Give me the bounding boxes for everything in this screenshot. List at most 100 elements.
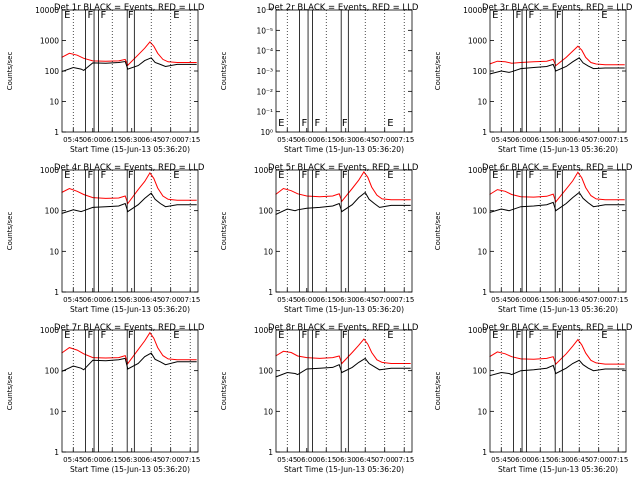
x-tick-label: 07:15 [180, 136, 200, 144]
plot-frame [489, 329, 627, 453]
y-axis-label: Counts/sec [220, 212, 228, 251]
events-line [275, 191, 411, 216]
x-tick-label: 06:00 [297, 296, 317, 304]
x-tick-label: 06:15 [102, 136, 122, 144]
y-tick-label: 10 [49, 98, 59, 107]
flag-label: E [387, 118, 393, 129]
x-axis-label: Start Time (15-Jun-13 05:36:20) [498, 145, 618, 154]
lld-line [275, 171, 411, 203]
x-tick-label: 06:30 [336, 136, 356, 144]
flag-label: E [387, 170, 393, 181]
flag-label: E [601, 10, 607, 21]
events-line [61, 57, 197, 73]
panel-title: Det 9r BLACK = Events, RED = LLD [482, 323, 633, 333]
lld-line [61, 331, 197, 365]
x-tick-label: 06:00 [511, 296, 531, 304]
y-tick-label: 1 [268, 288, 273, 297]
events-line [489, 359, 625, 377]
x-axis-label: Start Time (15-Jun-13 05:36:20) [70, 465, 190, 474]
flag-label: E [492, 330, 498, 341]
x-tick-label: 07:00 [589, 456, 609, 464]
y-tick-label: 1000 [254, 166, 273, 175]
x-tick-label: 05:45 [491, 136, 511, 144]
x-axis-label: Start Time (15-Jun-13 05:36:20) [284, 305, 404, 314]
flag-label: E [492, 170, 498, 181]
flag-label: F [556, 330, 562, 341]
flag-label: F [315, 170, 321, 181]
y-axis-label: Counts/sec [6, 372, 14, 411]
x-tick-label: 06:00 [83, 456, 103, 464]
x-tick-label: 06:00 [511, 136, 531, 144]
y-tick-label: 10⁻⁶ [256, 6, 273, 15]
y-tick-label: 1 [268, 448, 273, 457]
x-tick-label: 06:00 [297, 136, 317, 144]
y-tick-label: 10 [477, 98, 487, 107]
y-tick-label: 10 [477, 407, 487, 416]
x-tick-label: 06:45 [355, 296, 375, 304]
flag-label: E [278, 330, 284, 341]
flag-label: F [302, 170, 308, 181]
flag-label: E [278, 118, 284, 129]
y-axis-label: Counts/sec [6, 52, 14, 91]
x-tick-label: 06:15 [102, 296, 122, 304]
x-axis-label: Start Time (15-Jun-13 05:36:20) [498, 305, 618, 314]
x-tick-label: 06:30 [336, 296, 356, 304]
flag-label: E [173, 10, 179, 21]
panel-title: Det 2r BLACK = Events, RED = LLD [268, 3, 419, 13]
flag-label: F [556, 170, 562, 181]
flag-label: F [342, 170, 348, 181]
y-tick-label: 1 [54, 448, 59, 457]
x-tick-label: 07:00 [589, 296, 609, 304]
y-tick-label: 100 [45, 67, 60, 76]
flag-label: F [128, 170, 134, 181]
y-tick-label: 10 [263, 407, 273, 416]
x-tick-label: 07:15 [180, 456, 200, 464]
flag-label: F [88, 10, 94, 21]
x-axis-label: Start Time (15-Jun-13 05:36:20) [498, 465, 618, 474]
flag-label: E [601, 330, 607, 341]
y-axis-label: Counts/sec [434, 52, 442, 91]
events-line [489, 57, 625, 75]
x-tick-label: 06:45 [141, 136, 161, 144]
x-tick-label: 06:30 [122, 456, 142, 464]
x-tick-label: 06:45 [141, 296, 161, 304]
x-tick-label: 05:45 [491, 296, 511, 304]
flag-label: F [88, 330, 94, 341]
x-tick-label: 06:30 [336, 456, 356, 464]
events-line [489, 191, 625, 213]
y-tick-label: 10⁰ [260, 128, 273, 137]
x-tick-label: 06:00 [83, 296, 103, 304]
events-line [61, 192, 197, 214]
x-tick-label: 06:30 [122, 136, 142, 144]
flag-label: E [64, 10, 70, 21]
panel-title: Det 8r BLACK = Events, RED = LLD [268, 323, 419, 333]
x-tick-label: 07:00 [161, 296, 181, 304]
flag-label: F [315, 330, 321, 341]
plot-frame [61, 169, 199, 293]
flag-label: F [315, 118, 321, 129]
events-line [275, 357, 411, 378]
x-tick-label: 06:00 [83, 136, 103, 144]
x-tick-label: 06:30 [550, 296, 570, 304]
flag-label: F [529, 330, 535, 341]
flag-label: F [101, 330, 107, 341]
x-tick-label: 07:15 [608, 296, 628, 304]
x-tick-label: 05:45 [277, 456, 297, 464]
x-tick-label: 06:15 [102, 456, 122, 464]
x-tick-label: 06:45 [569, 136, 589, 144]
x-tick-label: 06:45 [355, 456, 375, 464]
x-tick-label: 06:30 [550, 136, 570, 144]
y-tick-label: 1000 [468, 326, 487, 335]
flag-label: E [601, 170, 607, 181]
lld-line [489, 171, 625, 203]
x-tick-label: 06:45 [569, 296, 589, 304]
y-tick-label: 1 [482, 288, 487, 297]
y-tick-label: 10⁻⁴ [256, 47, 273, 56]
x-tick-label: 07:00 [375, 136, 395, 144]
